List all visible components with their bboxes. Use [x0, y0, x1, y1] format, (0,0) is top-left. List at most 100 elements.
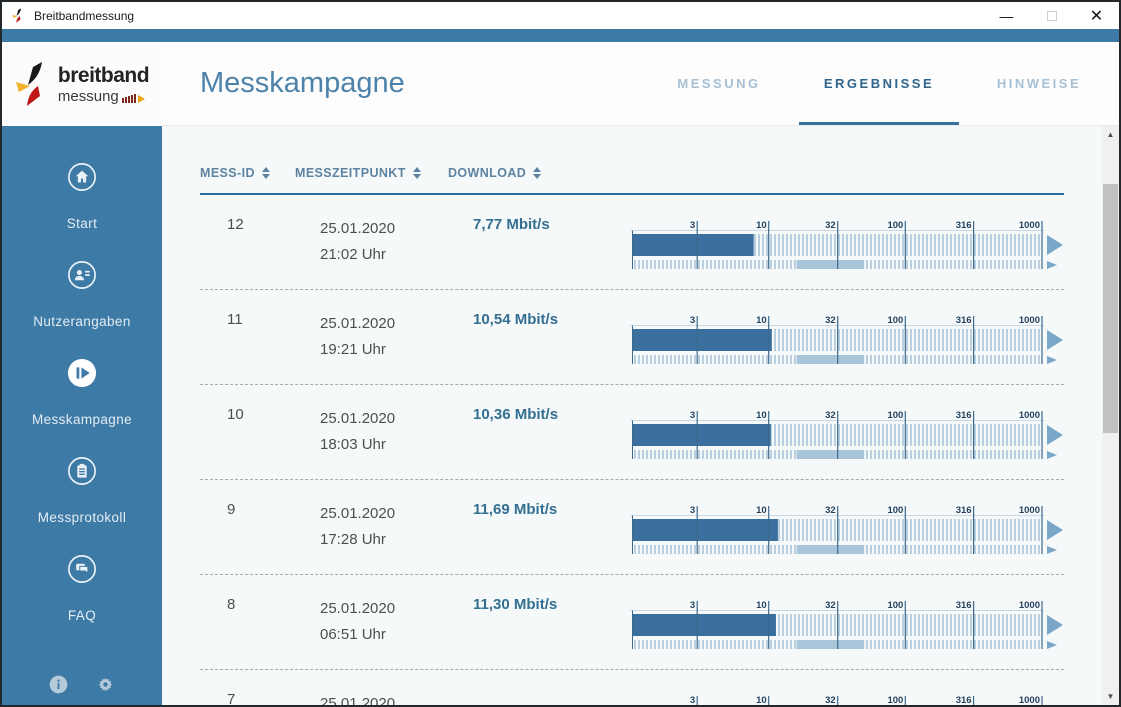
main-header: Messkampagne MESSUNG ERGEBNISSE HINWEISE: [162, 42, 1119, 126]
svg-text:3: 3: [690, 220, 695, 231]
accent-strip: [2, 29, 1119, 42]
row-time: 18:03 Uhr: [320, 436, 386, 453]
svg-text:316: 316: [956, 315, 972, 326]
column-label: DOWNLOAD: [448, 166, 527, 180]
row-mess-id: 12: [227, 216, 244, 233]
sidebar-item-messkampagne[interactable]: Messkampagne: [2, 358, 162, 427]
scrollbar-thumb[interactable]: [1103, 184, 1118, 433]
maximize-icon: [1046, 10, 1057, 21]
svg-text:100: 100: [887, 695, 903, 705]
sort-icon: [412, 167, 421, 179]
signal-bar: [121, 97, 124, 103]
svg-text:3: 3: [690, 695, 695, 705]
svg-text:3: 3: [690, 410, 695, 421]
table-row: 10 25.01.2020 18:03 Uhr 10,36 Mbit/s 3 10…: [200, 385, 1064, 480]
sidebar-item-start[interactable]: Start: [2, 162, 162, 231]
table-row: 11 25.01.2020 19:21 Uhr 10,54 Mbit/s 3 10…: [200, 290, 1064, 385]
download-gauge: 3 10 32 100 316 1000: [630, 216, 1064, 289]
row-date: 25.01.2020: [320, 600, 396, 617]
svg-text:100: 100: [887, 220, 903, 231]
close-button[interactable]: ✕: [1089, 7, 1104, 25]
signal-arrow-icon: [137, 94, 145, 103]
row-messzeitpunkt: 25.01.2020 21:02 Uhr: [295, 216, 448, 289]
row-messzeitpunkt: 25.01.2020 19:21 Uhr: [295, 311, 448, 384]
svg-text:32: 32: [825, 220, 836, 231]
download-gauge: 3 10 32 100 316 1000: [630, 596, 1064, 669]
vertical-scrollbar[interactable]: ▲ ▼: [1102, 126, 1119, 705]
page-title: Messkampagne: [200, 67, 405, 99]
logo-line1: breitband: [57, 63, 150, 87]
results-table: MESS-ID MESSZEITPUNKT DOWNLOAD: [162, 126, 1102, 705]
tab-messung[interactable]: MESSUNG: [677, 76, 761, 91]
info-icon[interactable]: [48, 674, 69, 695]
titlebar: Breitbandmessung — ✕: [2, 2, 1119, 29]
scrollbar-down-icon[interactable]: ▼: [1106, 692, 1115, 701]
sidebar: breitband messung: [2, 42, 162, 705]
row-messzeitpunkt: 25.01.2020 18:03 Uhr: [295, 406, 448, 479]
svg-text:3: 3: [690, 505, 695, 516]
svg-text:1000: 1000: [1019, 600, 1040, 611]
svg-text:32: 32: [825, 315, 836, 326]
svg-text:10: 10: [756, 505, 767, 516]
minimize-button[interactable]: —: [999, 7, 1014, 24]
tab-hinweise[interactable]: HINWEISE: [996, 76, 1082, 91]
table-row: 9 25.01.2020 17:28 Uhr 11,69 Mbit/s 3 10 3…: [200, 480, 1064, 575]
row-messzeitpunkt: 25.01.2020 06:51 Uhr: [295, 596, 448, 669]
sidebar-item-label: Start: [66, 216, 98, 231]
row-date: 25.01.2020: [320, 505, 396, 522]
column-header-messzeitpunkt[interactable]: MESSZEITPUNKT: [295, 166, 448, 180]
sidebar-item-faq[interactable]: FAQ: [2, 554, 162, 623]
row-mess-id: 10: [227, 406, 244, 423]
signal-bar: [130, 94, 133, 103]
tab-bar: MESSUNG ERGEBNISSE HINWEISE: [639, 42, 1119, 125]
svg-text:10: 10: [756, 600, 767, 611]
download-gauge: 3 10 32 100 316 1000: [630, 406, 1064, 479]
sort-icon: [261, 167, 270, 179]
sidebar-item-nutzerangaben[interactable]: Nutzerangaben: [2, 260, 162, 329]
maximize-button[interactable]: [1029, 2, 1074, 29]
sidebar-nav: Start Nutzerangaben Messkampagne: [2, 126, 162, 623]
results-content: MESS-ID MESSZEITPUNKT DOWNLOAD: [162, 126, 1119, 705]
column-header-mess-id[interactable]: MESS-ID: [200, 166, 295, 180]
row-download-value: 7,77 Mbit/s: [473, 216, 550, 233]
svg-text:32: 32: [825, 695, 836, 705]
row-date: 25.01.2020: [320, 695, 396, 705]
column-label: MESSZEITPUNKT: [295, 166, 406, 180]
svg-text:10: 10: [756, 410, 767, 421]
row-time: 06:51 Uhr: [320, 626, 386, 643]
user-icon: [67, 260, 97, 290]
app-logo-icon: [12, 8, 22, 23]
svg-text:32: 32: [825, 410, 836, 421]
sidebar-item-label: Messprotokoll: [37, 510, 127, 525]
window-controls: — ✕: [984, 2, 1119, 29]
svg-text:32: 32: [825, 600, 836, 611]
gear-icon[interactable]: [95, 674, 116, 695]
signal-bar: [133, 93, 136, 103]
sidebar-item-messprotokoll[interactable]: Messprotokoll: [2, 456, 162, 525]
table-header: MESS-ID MESSZEITPUNKT DOWNLOAD: [200, 126, 1064, 180]
window-title: Breitbandmessung: [34, 8, 135, 23]
tab-ergebnisse[interactable]: ERGEBNISSE: [799, 42, 959, 125]
row-download-value: [448, 691, 630, 705]
row-download-value: 11,69 Mbit/s: [473, 501, 558, 518]
svg-text:1000: 1000: [1019, 410, 1040, 421]
svg-text:1000: 1000: [1019, 315, 1040, 326]
download-gauge: 3 10 32 100 316 1000: [630, 311, 1064, 384]
svg-text:10: 10: [756, 315, 767, 326]
svg-text:100: 100: [887, 315, 903, 326]
svg-text:10: 10: [756, 220, 767, 231]
svg-text:316: 316: [956, 695, 972, 705]
row-mess-id: 9: [227, 501, 236, 518]
row-time: 17:28 Uhr: [320, 531, 386, 548]
play-icon: [67, 358, 97, 388]
table-row: 7 25.01.2020 3 10 32 100 316 1000: [200, 670, 1064, 705]
column-header-download[interactable]: DOWNLOAD: [448, 166, 630, 180]
table-row: 8 25.01.2020 06:51 Uhr 11,30 Mbit/s 3 10 3…: [200, 575, 1064, 670]
svg-text:100: 100: [887, 600, 903, 611]
clipboard-icon: [67, 456, 97, 486]
svg-text:316: 316: [956, 220, 972, 231]
row-messzeitpunkt: 25.01.2020: [295, 691, 448, 705]
scrollbar-up-icon[interactable]: ▲: [1106, 130, 1115, 139]
sidebar-item-label: Nutzerangaben: [33, 314, 131, 329]
